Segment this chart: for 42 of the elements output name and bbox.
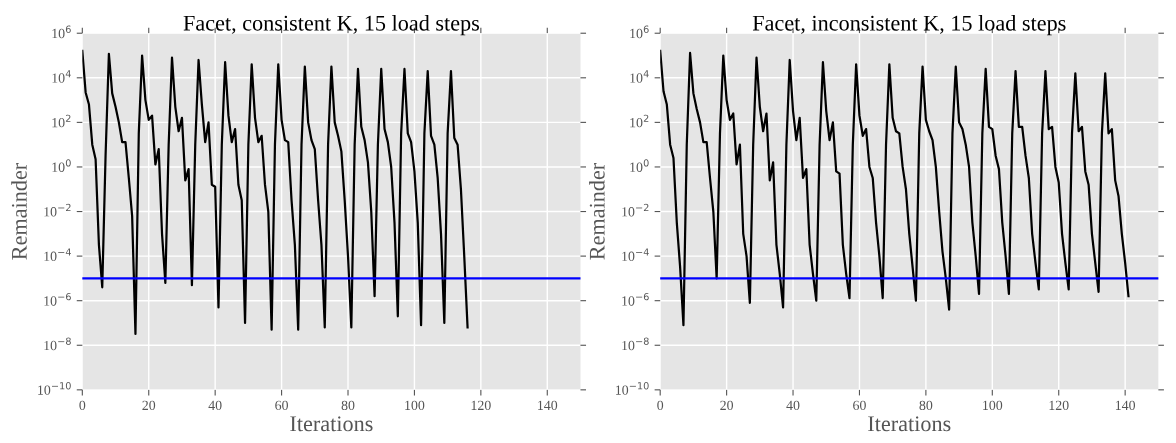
y-tick-label: 10$^{−8}$ [622, 337, 649, 351]
line-series [82, 49, 469, 336]
x-tick-label: 100 [983, 400, 1003, 411]
x-tick-label: 40 [786, 400, 800, 411]
y-axis-title: Remainder [11, 162, 27, 260]
y-tick-label: 10$^{−6}$ [44, 292, 71, 306]
y-tick-label: 10$^{−4}$ [622, 248, 649, 261]
y-tick-label: 10$^{6}$ [52, 25, 71, 39]
x-tick-label: 100 [405, 400, 425, 411]
chart-title: Facet, inconsistent K, 15 load steps [752, 15, 1066, 36]
y-tick-label: 10$^{−2}$ [44, 203, 71, 217]
x-tick-label: 80 [919, 400, 933, 411]
x-axis-title: Iterations [290, 416, 373, 432]
x-tick-label: 40 [208, 400, 222, 411]
x-tick-label: 20 [142, 400, 156, 411]
x-tick-label: 140 [538, 400, 558, 411]
y-tick-label: 10$^{4}$ [52, 70, 71, 83]
x-tick-label: 120 [471, 400, 491, 411]
y-tick-label: 10$^{0}$ [52, 159, 71, 172]
y-tick-label: 10$^{2}$ [52, 114, 71, 128]
y-tick-label: 10$^{−4}$ [44, 248, 71, 261]
y-tick-label: 10$^{−8}$ [44, 337, 71, 351]
y-tick-label: 10$^{−10}$ [38, 382, 71, 395]
x-tick-label: 60 [853, 400, 866, 411]
y-tick-label: 10$^{−10}$ [616, 382, 649, 395]
y-tick-label: 10$^{−6}$ [622, 292, 649, 306]
x-axis-title: Iterations [868, 416, 951, 432]
line-series [660, 49, 1130, 327]
x-tick-label: 60 [275, 400, 288, 411]
x-tick-label: 0 [657, 400, 664, 411]
y-tick-label: 10$^{4}$ [630, 70, 649, 83]
y-tick-label: 10$^{6}$ [630, 25, 649, 39]
x-tick-label: 80 [341, 400, 355, 411]
x-tick-label: 20 [720, 400, 734, 411]
chart-title: Facet, consistent K, 15 load steps [183, 15, 480, 36]
x-tick-label: 120 [1049, 400, 1069, 411]
x-tick-label: 140 [1115, 400, 1136, 411]
x-tick-label: 0 [79, 400, 86, 411]
y-tick-label: 10$^{−2}$ [622, 203, 649, 217]
y-tick-label: 10$^{2}$ [630, 114, 649, 128]
y-tick-label: 10$^{0}$ [630, 159, 649, 172]
y-axis-title: Remainder [589, 162, 605, 260]
